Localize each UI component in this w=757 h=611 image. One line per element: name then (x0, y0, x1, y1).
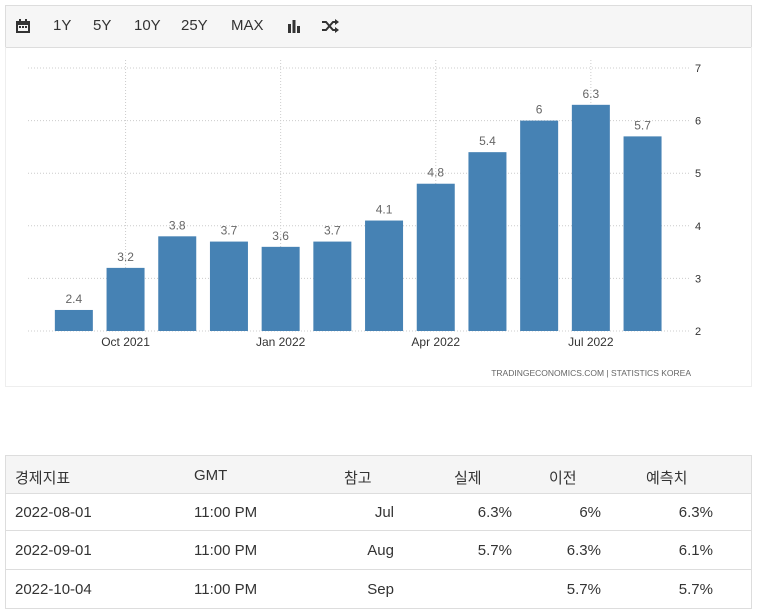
bar (416, 183, 455, 331)
table-cell: 5.7% (566, 581, 601, 598)
data-label: 3.7 (324, 224, 341, 238)
x-tick-label: Oct 2021 (101, 335, 150, 349)
table-row: 2022-08-01 11:00 PM Jul 6.3% 6% 6.3% (5, 493, 752, 531)
x-tick-label: Jan 2022 (256, 335, 306, 349)
bar (520, 120, 559, 331)
table-cell: GMT (194, 467, 228, 484)
bar (313, 241, 352, 331)
table-cell: 6% (579, 504, 601, 521)
table-cell: 6.3% (477, 504, 512, 521)
bar (468, 152, 507, 331)
y-tick-label: 6 (695, 116, 701, 128)
range-button[interactable]: 5Y (93, 17, 112, 34)
range-button[interactable]: 10Y (134, 17, 161, 34)
data-label: 2.4 (66, 292, 83, 306)
shuffle-icon[interactable] (321, 18, 339, 34)
calendar-icon[interactable] (15, 18, 31, 34)
bar (571, 104, 610, 331)
data-label: 3.2 (117, 250, 134, 264)
table-cell: 11:00 PM (194, 581, 258, 598)
table-cell: 5.7% (477, 542, 512, 559)
bar (158, 236, 197, 331)
data-label: 6.3 (583, 87, 600, 101)
y-tick-label: 2 (695, 326, 701, 338)
table-cell: 예측치 (646, 470, 688, 487)
y-tick-label: 7 (695, 63, 701, 75)
table-cell: 이전 (549, 470, 577, 487)
data-label: 4.8 (427, 166, 444, 180)
data-label: 3.8 (169, 218, 186, 232)
table-cell: 6.3% (678, 504, 713, 521)
source: TRADINGECONOMICS.COM | STATISTICS KOREA (491, 368, 691, 378)
x-tick-label: Apr 2022 (411, 335, 460, 349)
table-cell: Sep (367, 581, 394, 598)
range-button[interactable]: 25Y (181, 17, 208, 34)
bar (106, 267, 145, 331)
range-button[interactable]: MAX (231, 17, 264, 34)
table-row: 2022-10-04 11:00 PM Sep 5.7% 5.7% (5, 570, 752, 609)
x-tick-label: Jul 2022 (568, 335, 614, 349)
table-cell: 6.1% (678, 542, 713, 559)
table-cell: 참고 (344, 470, 372, 487)
data-label: 5.7 (634, 118, 651, 132)
table-cell: Jul (374, 504, 394, 521)
toolbar: 1Y 5Y 10Y 25Y MAX (5, 5, 752, 48)
table-header: 경제지표 GMT 참고 실제 이전 예측치 (5, 455, 752, 494)
table-cell: 6.3% (566, 542, 601, 559)
bar (209, 241, 248, 331)
y-tick-label: 3 (695, 273, 701, 285)
data-label: 3.6 (272, 229, 289, 243)
y-tick-label: 5 (695, 168, 701, 180)
table-row: 2022-09-01 11:00 PM Aug 5.7% 6.3% 6.1% (5, 531, 752, 570)
data-label: 3.7 (221, 224, 238, 238)
table-cell: 실제 (454, 470, 482, 487)
bar-chart-icon[interactable] (286, 18, 302, 34)
chart-area: 2 3 4 5 6 7 2.4 Oct 2021 3.2 3.8 3.7 Jan 2022 3.6 3.7… (5, 47, 752, 387)
table: 경제지표 GMT 참고 실제 이전 예측치 2022-08-01 11:00 PM Jul 6.3… (5, 455, 752, 611)
table-cell: 2022-08-01 (15, 504, 92, 521)
data-label: 6 (536, 103, 543, 117)
table-cell: 11:00 PM (194, 542, 258, 559)
table-cell: 2022-10-04 (15, 581, 92, 598)
table-cell: 2022-09-01 (15, 542, 92, 559)
table-cell: 11:00 PM (194, 504, 258, 521)
data-label: 4.1 (376, 203, 393, 217)
bar (623, 136, 662, 331)
table-cell: 5.7% (678, 581, 713, 598)
bar (54, 309, 93, 331)
bar (261, 246, 300, 331)
table-cell: Aug (367, 542, 394, 559)
y-tick-label: 4 (695, 221, 701, 233)
chart: 2 3 4 5 6 7 2.4 Oct 2021 3.2 3.8 3.7 Jan 2022 3.6 3.7… (28, 60, 701, 378)
table-cell: 경제지표 (15, 470, 71, 487)
data-label: 5.4 (479, 134, 496, 148)
bar (365, 220, 404, 331)
range-button[interactable]: 1Y (53, 17, 72, 34)
